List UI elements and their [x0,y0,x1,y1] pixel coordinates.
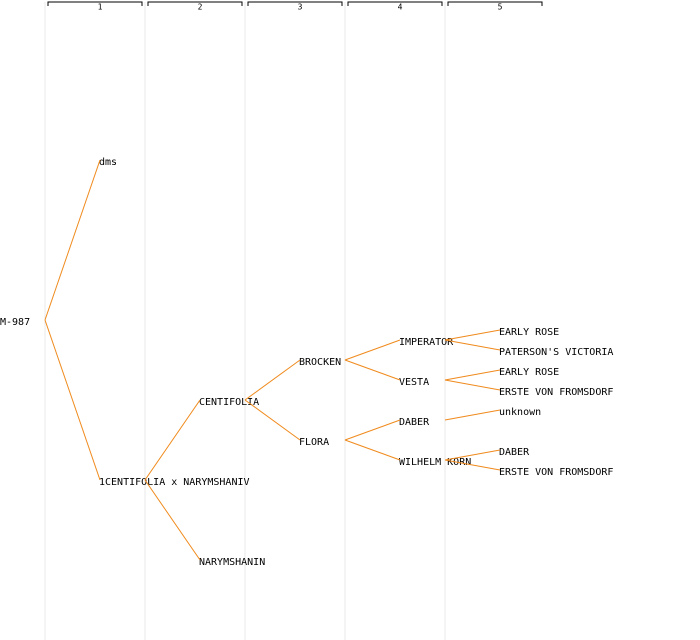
link [444,409,501,421]
node-label: NARYMSHANIN [199,557,265,568]
link [144,479,201,561]
link [444,449,501,461]
node-label: EARLY ROSE [499,327,559,338]
node-label: DABER [399,417,430,428]
column-bracket [247,1,343,6]
column-bracket [347,1,443,6]
node-label: EARLY ROSE [499,367,559,378]
node-label: VESTA [399,377,429,388]
link [344,419,401,441]
node-label: BROCKEN [299,357,341,368]
column-number: 4 [398,3,403,12]
node-label: unknown [499,407,541,418]
link [244,399,301,441]
node-label: PATERSON'S VICTORIA [499,347,613,358]
link [344,339,401,361]
node-label: IMPERATOR [399,337,454,348]
node-label: dms [99,157,117,168]
node-label: 1CENTIFOLIA x NARYMSHANIV [99,477,250,488]
link [444,369,501,381]
link [344,439,401,461]
link [244,359,301,401]
column-bracket [47,1,143,6]
node-label: FLORA [299,437,329,448]
column-bracket [447,1,543,6]
node-label: ERSTE VON FROMSDORF [499,387,613,398]
column-number: 3 [298,3,303,12]
link [144,399,201,481]
node-label: CENTIFOLIA [199,397,259,408]
column-number: 1 [98,3,103,12]
node-label: ERSTE VON FROMSDORF [499,467,613,478]
link [444,339,501,351]
link [444,379,501,391]
link [44,159,101,321]
node-label: WILHELM KORN [399,457,471,468]
node-label: M-987 [0,317,30,328]
node-label: DABER [499,447,530,458]
link [444,329,501,341]
column-number: 5 [498,3,503,12]
link [44,319,101,481]
link [444,459,501,471]
column-number: 2 [198,3,203,12]
link [344,359,401,381]
column-bracket [147,1,243,6]
